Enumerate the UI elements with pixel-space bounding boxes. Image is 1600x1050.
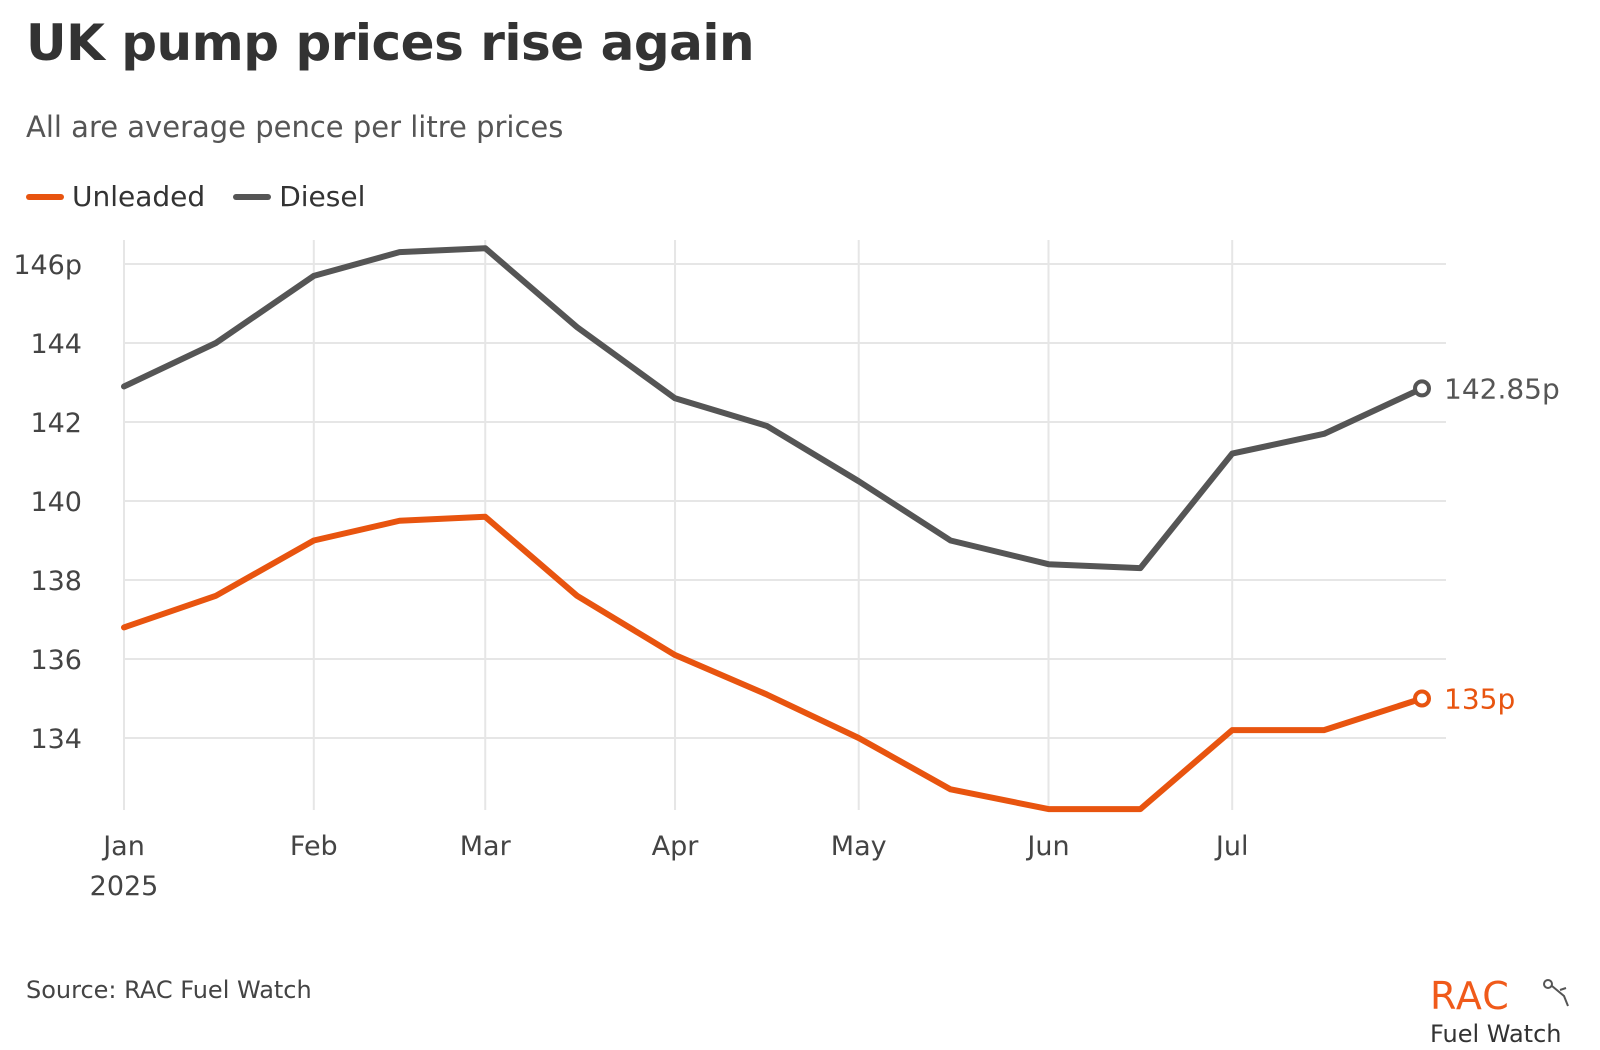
end-label-unleaded: 135p	[1444, 683, 1515, 716]
data-point-diesel	[484, 247, 487, 250]
y-tick-label: 146p	[13, 250, 82, 281]
data-point-unleaded	[398, 519, 401, 522]
data-point-diesel	[674, 397, 677, 400]
data-point-unleaded	[484, 515, 487, 518]
chart-legend: Unleaded Diesel	[26, 180, 393, 213]
data-point-diesel	[1139, 567, 1142, 570]
rac-fuel-watch-logo: RAC Fuel Watch	[1430, 974, 1580, 1048]
end-label-diesel: 142.85p	[1444, 372, 1560, 405]
data-point-unleaded	[1139, 808, 1142, 811]
y-tick-label: 136	[30, 645, 82, 676]
data-point-unleaded	[857, 737, 860, 740]
series-line-diesel	[121, 245, 1425, 572]
data-point-unleaded	[312, 539, 315, 542]
x-tick-label: Jul	[1214, 831, 1249, 862]
legend-item-unleaded: Unleaded	[26, 180, 205, 213]
x-tick-label: Apr	[652, 831, 700, 862]
fuel-nozzle-icon	[1543, 979, 1569, 1007]
data-point-unleaded	[1231, 729, 1234, 732]
data-point-unleaded	[1047, 808, 1050, 811]
end-marker-unleaded	[1413, 689, 1431, 708]
end-marker-diesel	[1413, 379, 1431, 398]
data-point-unleaded	[765, 693, 768, 696]
x-tick-label: Mar	[460, 831, 512, 862]
data-point-unleaded	[674, 654, 677, 657]
y-tick-label: 138	[30, 566, 82, 597]
rac-logo-text: RAC	[1430, 974, 1510, 1018]
legend-swatch-diesel	[233, 193, 272, 200]
data-point-diesel	[765, 424, 768, 427]
x-tick-label: May	[831, 831, 887, 862]
x-tick-label: Jan	[101, 831, 145, 862]
chart-title: UK pump prices rise again	[26, 14, 755, 72]
legend-label-unleaded: Unleaded	[72, 180, 206, 213]
fuel-watch-label: Fuel Watch	[1430, 1020, 1562, 1048]
data-point-diesel	[949, 539, 952, 542]
x-tick-label: Jun	[1025, 831, 1069, 862]
data-point-unleaded	[123, 626, 126, 629]
x-tick-sublabel: 2025	[90, 871, 159, 902]
data-point-unleaded	[576, 594, 579, 597]
data-point-diesel	[857, 480, 860, 483]
legend-label-diesel: Diesel	[279, 180, 366, 213]
data-point-diesel	[312, 274, 315, 277]
data-point-diesel	[1047, 563, 1050, 566]
data-point-diesel	[214, 342, 217, 345]
y-tick-label: 144	[30, 329, 82, 360]
y-tick-label: 140	[30, 487, 82, 518]
data-point-diesel	[1231, 452, 1234, 455]
y-tick-label: 134	[30, 724, 82, 755]
source-note: Source: RAC Fuel Watch	[26, 976, 312, 1004]
data-point-diesel	[1323, 432, 1326, 435]
data-point-diesel	[398, 251, 401, 254]
data-point-diesel	[123, 385, 126, 388]
data-point-unleaded	[1323, 729, 1326, 732]
chart-subtitle: All are average pence per litre prices	[26, 110, 564, 144]
series-line-unleaded	[121, 513, 1425, 813]
data-point-unleaded	[949, 788, 952, 791]
y-tick-label: 142	[30, 408, 82, 439]
legend-item-diesel: Diesel	[233, 180, 365, 213]
legend-swatch-unleaded	[26, 193, 64, 200]
x-tick-label: Feb	[290, 831, 338, 862]
data-point-diesel	[576, 326, 579, 329]
line-chart: 146p 144 142 140 138 136 134 Jan 2025 Feb Mar Apr Ma…	[13, 240, 1560, 902]
data-point-unleaded	[214, 594, 217, 597]
